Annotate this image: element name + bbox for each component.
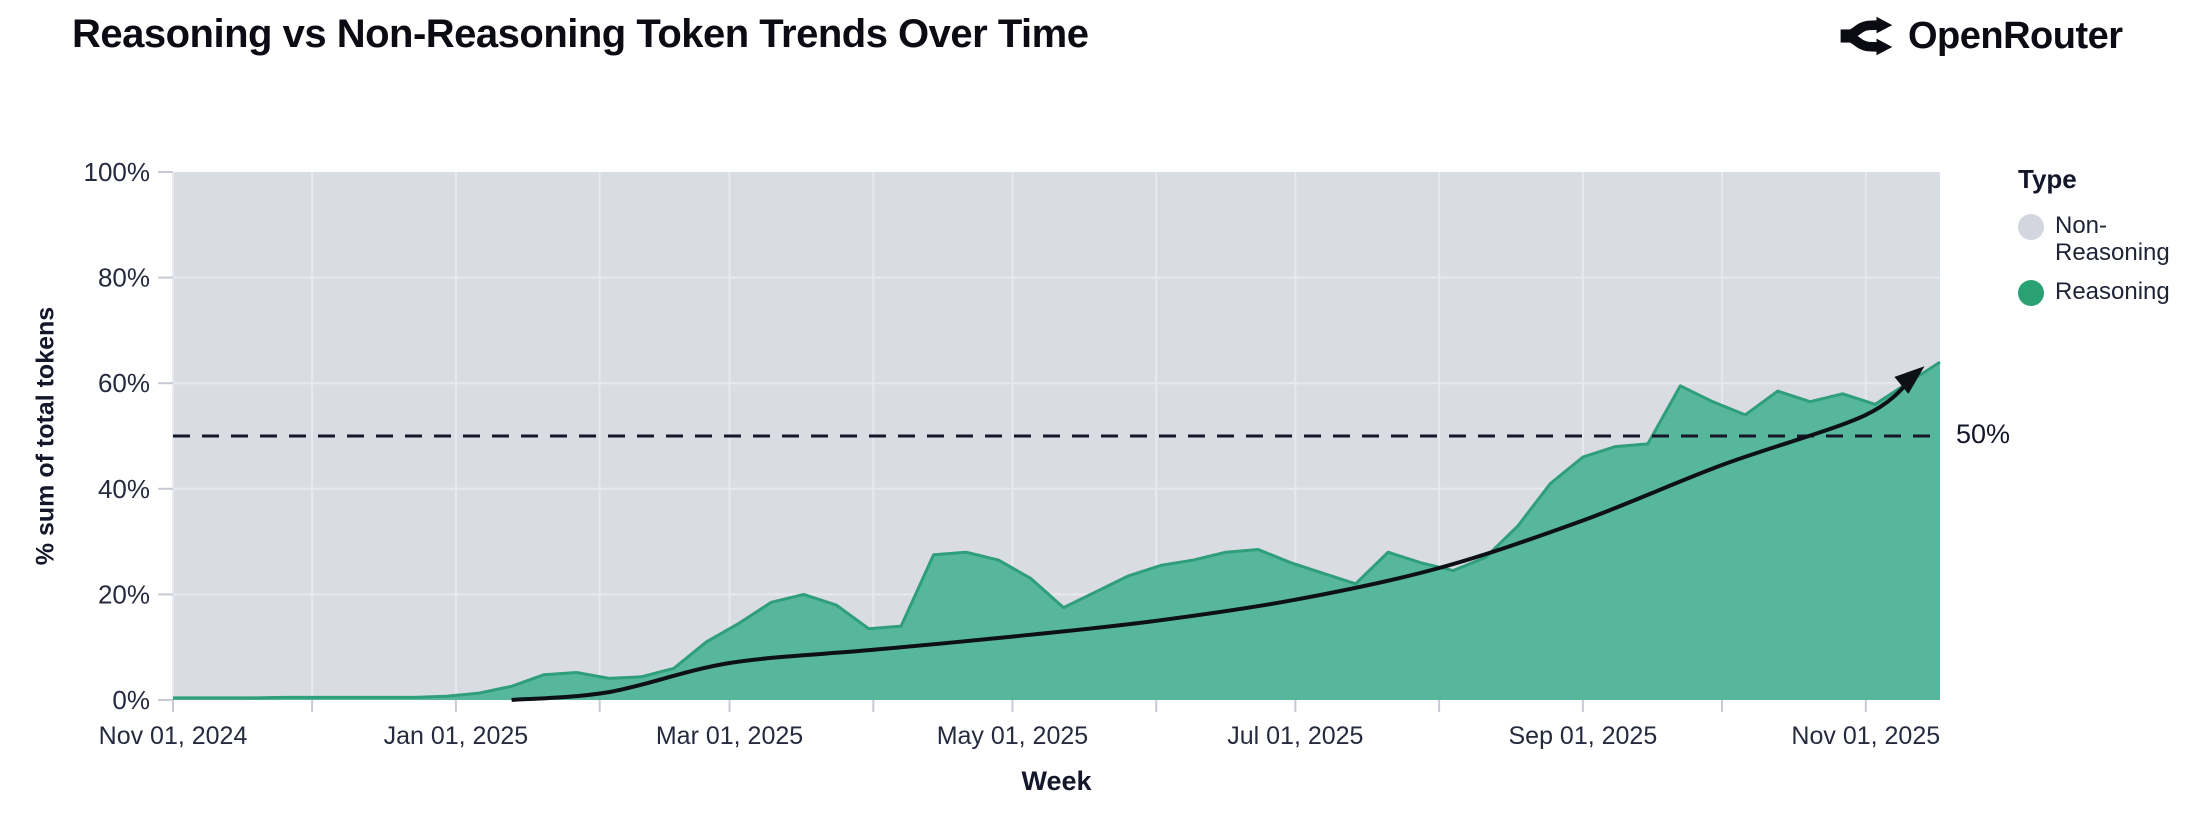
x-tick-label: Nov 01, 2025 (1791, 722, 1940, 750)
y-tick-label: 80% (98, 263, 150, 293)
y-tick-label: 100% (84, 157, 151, 187)
legend-swatch-reasoning (2018, 279, 2044, 306)
y-tick-label: 0% (112, 685, 150, 715)
brand: OpenRouter (1838, 8, 2123, 64)
x-tick-label: Jul 01, 2025 (1227, 722, 1363, 750)
x-tick-label: Mar 01, 2025 (656, 722, 803, 750)
trend-arrowhead (1894, 366, 1925, 394)
openrouter-logo-icon (1840, 16, 1893, 56)
area-reasoning-edge (173, 360, 1941, 700)
reference-line-label: 50% (1956, 419, 2011, 449)
x-tick-label: Jan 01, 2025 (384, 722, 529, 750)
legend-title: Type (2018, 164, 2077, 194)
legend-label-non-reasoning: Non-Reasoning (2055, 212, 2170, 266)
legend-item-reasoning: Reasoning (2018, 277, 2198, 306)
brand-name: OpenRouter (1908, 14, 2123, 57)
trend-line (511, 371, 1919, 702)
legend-item-non-reasoning: Non-Reasoning (2018, 212, 2198, 267)
legend-swatch-non-reasoning (2018, 214, 2044, 240)
x-tick-label: Nov 01, 2024 (99, 722, 248, 750)
x-tick-label: Sep 01, 2025 (1509, 722, 1658, 750)
area-reasoning (173, 362, 1940, 700)
legend-label-reasoning: Reasoning (2055, 277, 2170, 305)
legend: Type Non-Reasoning Reasoning (2018, 164, 2198, 318)
y-tick-label: 40% (98, 474, 150, 504)
x-tick-label: May 01, 2025 (937, 722, 1089, 750)
y-tick-label: 60% (98, 368, 150, 398)
page-title: Reasoning vs Non-Reasoning Token Trends … (72, 12, 1089, 56)
x-axis-title: Week (1021, 766, 1092, 796)
y-tick-label: 20% (98, 579, 150, 609)
